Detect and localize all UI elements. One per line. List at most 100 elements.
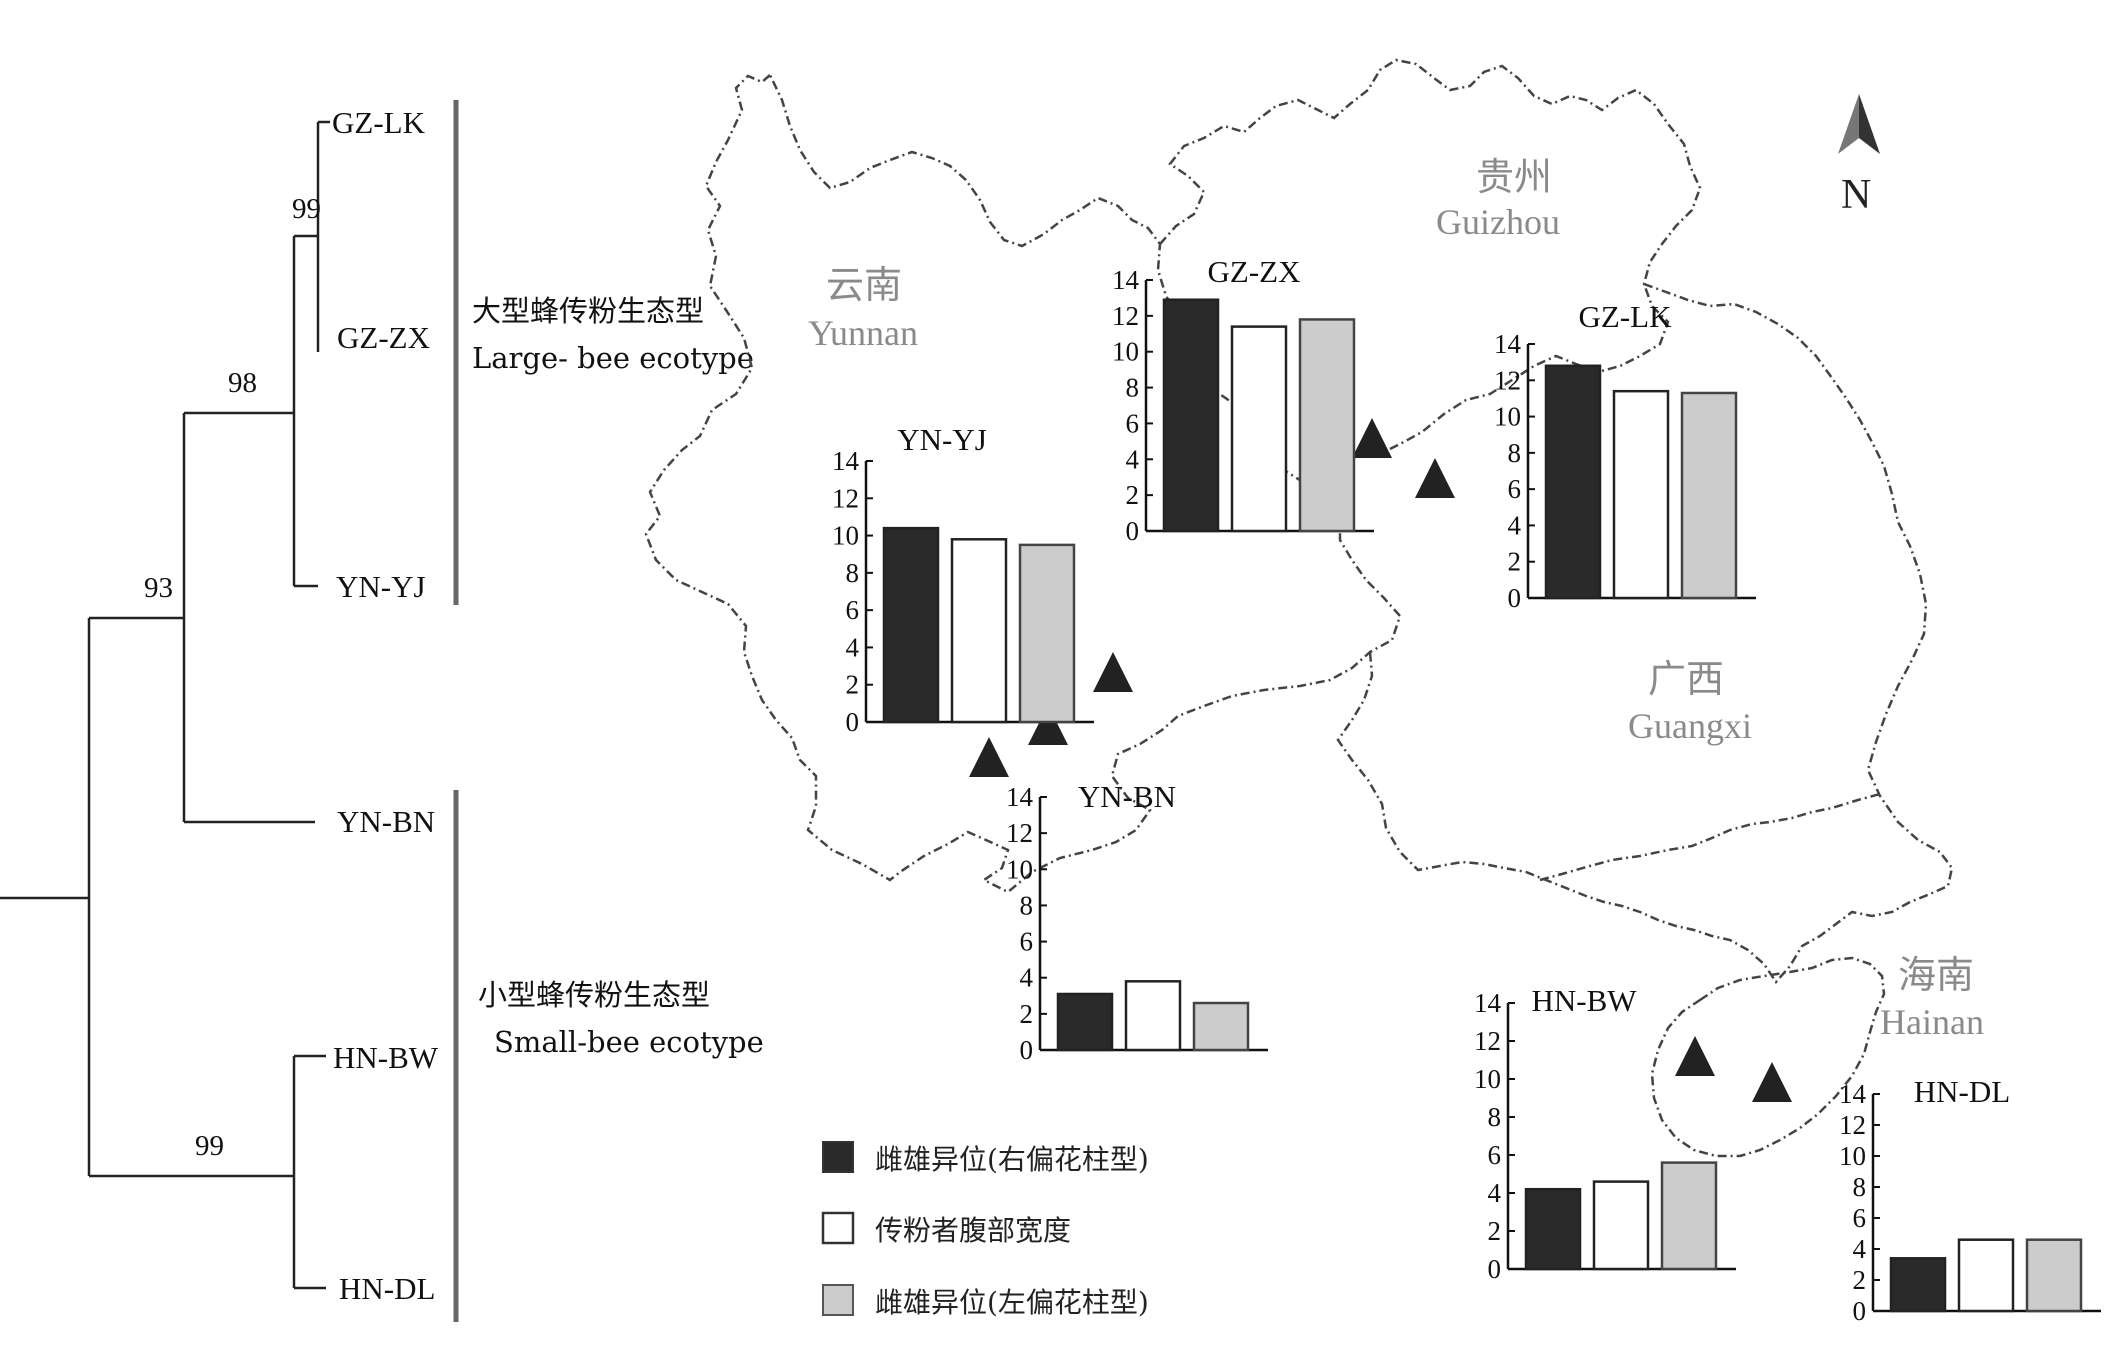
hainan-border	[1650, 956, 1886, 1158]
bar	[1298, 318, 1356, 533]
taxon-label: HN-BW	[333, 1040, 439, 1075]
y-tick-label: 14	[1474, 988, 1502, 1018]
chart-title: YN-BN	[1078, 779, 1176, 814]
y-tick-label: 0	[1488, 1254, 1502, 1284]
bar	[1162, 298, 1220, 533]
y-tick-label: 0	[1853, 1296, 1867, 1326]
province-label-zh: 贵州	[1476, 155, 1552, 199]
y-tick-label: 10	[1494, 402, 1521, 432]
north-arrow: N	[1838, 94, 1880, 218]
y-tick-label: 6	[1853, 1203, 1867, 1233]
legend-swatch	[822, 1141, 854, 1173]
y-tick-label: 2	[1488, 1216, 1502, 1246]
bar-chart-gz-zx: 0 2 4 6 8 10 12 14 GZ-ZX	[1112, 254, 1374, 546]
y-tick-label: 8	[1126, 373, 1140, 403]
triangle-marker-icon	[1093, 652, 1133, 692]
y-tick-label: 12	[1006, 818, 1033, 848]
y-tick-label: 14	[1006, 782, 1034, 812]
north-arrow-icon	[1838, 94, 1859, 154]
y-tick-label: 14	[1494, 329, 1522, 359]
y-tick-label: 4	[1508, 510, 1522, 540]
small-ecotype-label-zh: 小型蜂传粉生态型	[478, 978, 710, 1012]
chart-title: GZ-LK	[1579, 299, 1673, 334]
y-tick-label: 2	[1020, 999, 1034, 1029]
y-tick-label: 2	[1508, 547, 1522, 577]
bootstrap-value: 98	[228, 367, 257, 399]
y-tick-label: 10	[1006, 854, 1033, 884]
y-tick-label: 0	[846, 707, 860, 737]
y-tick-label: 2	[1126, 480, 1140, 510]
north-label: N	[1841, 172, 1871, 218]
y-tick-label: 6	[846, 595, 860, 625]
y-tick-label: 8	[1508, 438, 1522, 468]
y-tick-label: 12	[1474, 1026, 1501, 1056]
bar	[1192, 1001, 1250, 1052]
chart-title: HN-BW	[1531, 983, 1637, 1018]
bar-chart-gz-lk: 0 2 4 6 8 10 12 14 GZ-LK	[1494, 299, 1756, 613]
province-label-en: Guangxi	[1628, 706, 1752, 746]
guangxi-border	[1336, 282, 1954, 985]
y-tick-label: 6	[1126, 408, 1140, 438]
small-ecotype-label-en: Small-bee ecotype	[494, 1025, 764, 1059]
y-tick-label: 4	[1020, 963, 1034, 993]
chart-title: GZ-ZX	[1208, 254, 1301, 289]
taxon-label: HN-DL	[339, 1271, 435, 1306]
bar	[1680, 391, 1738, 600]
triangle-marker-icon	[969, 737, 1009, 777]
province-label-zh: 云南	[826, 263, 902, 307]
taxon-label: GZ-LK	[332, 105, 426, 140]
province-label-zh: 广西	[1648, 657, 1724, 701]
y-tick-label: 14	[1112, 265, 1140, 295]
y-tick-label: 6	[1508, 474, 1522, 504]
bar	[950, 538, 1008, 724]
y-tick-label: 6	[1020, 927, 1034, 957]
taxon-label: GZ-ZX	[337, 320, 430, 355]
bar	[1124, 980, 1182, 1052]
province-label-en: Yunnan	[808, 313, 918, 353]
north-arrow-icon	[1859, 94, 1880, 154]
bar	[1612, 389, 1670, 600]
bar-chart-yn-bn: 0 2 4 6 8 10 12 14 YN-BN	[1006, 779, 1268, 1065]
y-tick-label: 10	[1474, 1064, 1501, 1094]
bar	[1230, 325, 1288, 533]
bar	[1889, 1257, 1947, 1313]
y-tick-label: 12	[832, 483, 859, 513]
bar-chart-hn-bw: 0 2 4 6 8 10 12 14 HN-BW	[1474, 983, 1736, 1284]
legend-label: 雌雄异位(左偏花柱型)	[875, 1286, 1149, 1319]
yunnan-border	[644, 72, 1402, 894]
triangle-marker-icon	[1675, 1036, 1715, 1076]
y-tick-label: 4	[1126, 444, 1140, 474]
bar	[1524, 1187, 1582, 1271]
large-ecotype-label-en: Large- bee ecotype	[472, 341, 754, 375]
y-tick-label: 6	[1488, 1140, 1502, 1170]
y-tick-label: 4	[1853, 1234, 1867, 1264]
y-tick-label: 0	[1126, 516, 1140, 546]
legend-swatch	[821, 1211, 855, 1245]
y-tick-label: 0	[1508, 583, 1522, 613]
bar-chart-yn-yj: 0 2 4 6 8 10 12 14 YN-YJ	[832, 422, 1094, 737]
bar	[1660, 1161, 1718, 1271]
phylogenetic-tree	[0, 120, 330, 1290]
taxon-label: YN-YJ	[336, 569, 426, 604]
legend: 雌雄异位(右偏花柱型) 传粉者腹部宽度 雌雄异位(左偏花柱型)	[821, 1141, 1149, 1319]
y-tick-label: 8	[1488, 1102, 1502, 1132]
y-tick-label: 12	[1112, 301, 1139, 331]
y-tick-label: 0	[1020, 1035, 1034, 1065]
y-tick-label: 4	[1488, 1178, 1502, 1208]
y-tick-label: 2	[846, 670, 860, 700]
bar	[1957, 1238, 2015, 1313]
bootstrap-value: 93	[144, 572, 173, 604]
bar	[882, 526, 940, 724]
guizhou-border	[1159, 58, 1702, 486]
bootstrap-value: 99	[195, 1130, 224, 1162]
chart-title: HN-DL	[1914, 1074, 2010, 1109]
y-tick-label: 8	[1020, 890, 1034, 920]
bar	[1056, 992, 1114, 1052]
y-tick-label: 10	[1839, 1141, 1866, 1171]
legend-swatch	[822, 1284, 854, 1316]
y-tick-label: 14	[832, 446, 860, 476]
province-label-en: Hainan	[1880, 1002, 1984, 1042]
triangle-marker-icon	[1752, 1062, 1792, 1102]
y-tick-label: 4	[846, 632, 860, 662]
